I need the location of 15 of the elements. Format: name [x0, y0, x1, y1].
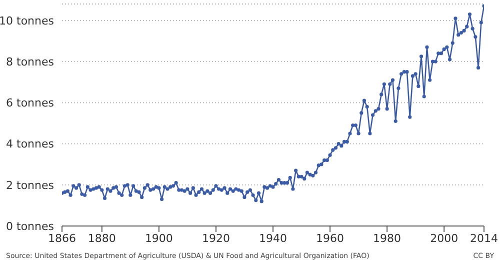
x-tick-label: 2000 [430, 232, 458, 245]
x-tick-label: 1980 [373, 232, 402, 245]
y-tick-label: 4 tonnes [6, 138, 54, 151]
x-tick-label: 1920 [202, 232, 230, 245]
x-tick-label: 2014 [470, 232, 498, 245]
x-tick-label: 1880 [88, 232, 116, 245]
y-tick-label: 8 tonnes [6, 55, 54, 68]
x-tick-label: 1866 [48, 232, 76, 245]
x-tick-label: 1900 [144, 232, 173, 245]
x-tick-label: 1960 [316, 232, 344, 245]
y-tick-label: 10 tonnes [0, 14, 54, 28]
x-tick-label: 1940 [259, 232, 287, 245]
y-tick-label: 6 tonnes [6, 96, 54, 110]
y-tick-label: 2 tonnes [6, 178, 54, 192]
y-tick-label: 0 tonnes [6, 220, 54, 233]
